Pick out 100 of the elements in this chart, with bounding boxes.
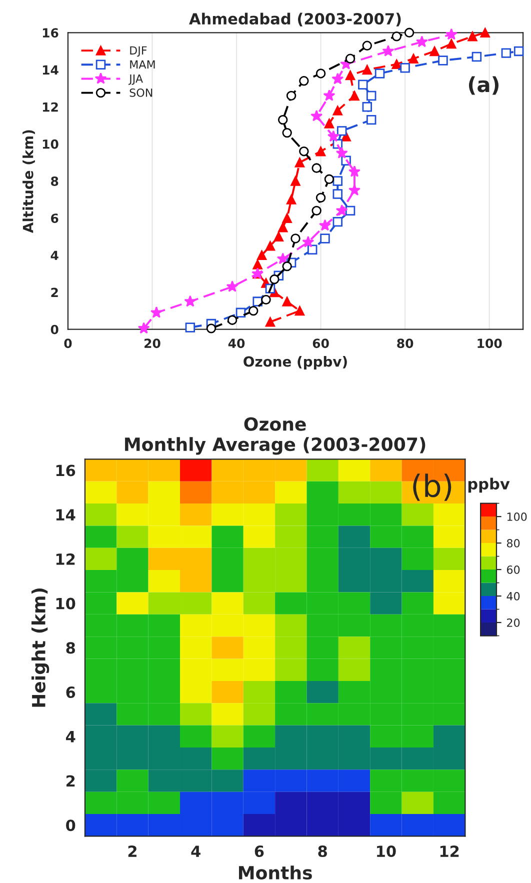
y-tick-label: 16 (42, 28, 58, 38)
legend-label: SON (130, 88, 152, 97)
x-tick-label: 4 (191, 846, 200, 857)
point (274, 232, 284, 242)
y-axis-title: Height (km) (32, 588, 50, 707)
color-bar-label: 80 (506, 539, 520, 548)
annotation: (b) (413, 474, 452, 501)
y-tick-label: 14 (42, 65, 58, 75)
x-tick-label: 10 (377, 846, 396, 858)
y-tick-label: 0 (50, 324, 58, 334)
point (350, 90, 360, 101)
point (252, 260, 262, 270)
point (302, 236, 314, 248)
point (468, 32, 478, 42)
annotation: (a) (468, 76, 498, 95)
y-tick-label: 2 (66, 775, 75, 787)
point (374, 68, 385, 78)
y-tick-label: 8 (51, 176, 58, 186)
point (327, 130, 340, 142)
y-tick-label: 16 (56, 464, 76, 476)
point (316, 192, 326, 203)
chart-title: Ozone Monthly Average (2003-2007) (125, 417, 426, 455)
point (348, 165, 360, 177)
point (324, 118, 334, 128)
point (446, 38, 456, 49)
point (286, 90, 296, 101)
point (320, 234, 330, 244)
point (404, 28, 414, 38)
point (261, 294, 271, 305)
point (286, 194, 296, 204)
y-tick-label: 8 (66, 642, 75, 654)
point (299, 76, 309, 86)
point (345, 206, 356, 216)
point (265, 241, 276, 251)
point (362, 102, 372, 112)
point (150, 306, 162, 318)
point (366, 90, 376, 101)
point (366, 114, 376, 125)
point (290, 234, 300, 244)
point (332, 106, 342, 116)
point (184, 295, 196, 307)
point (445, 28, 458, 40)
point (319, 219, 331, 231)
x-tick-label: 80 (397, 338, 414, 348)
point (358, 80, 368, 90)
y-tick-label: 6 (66, 686, 76, 698)
point (324, 174, 334, 184)
point (408, 54, 418, 64)
point (316, 146, 326, 156)
point (501, 48, 512, 58)
point (382, 44, 394, 56)
y-axis-title: Altitude (km) (22, 130, 35, 233)
x-tick-label: 8 (318, 846, 327, 858)
point (323, 89, 336, 101)
point (392, 59, 402, 70)
point (362, 40, 372, 51)
point (316, 68, 326, 78)
y-tick-label: 10 (42, 139, 58, 149)
point (265, 317, 276, 327)
y-tick-label: 12 (56, 553, 75, 565)
point (345, 70, 356, 80)
point (392, 32, 402, 42)
point (290, 176, 300, 186)
x-axis-title: Months (238, 866, 312, 880)
point (332, 216, 342, 227)
x-tick-label: 12 (440, 846, 459, 857)
y-tick-label: 4 (66, 731, 76, 742)
y-tick-label: 4 (50, 250, 58, 260)
point (416, 36, 428, 48)
point (270, 274, 280, 284)
point (282, 261, 292, 272)
point (336, 204, 348, 216)
point (332, 72, 344, 84)
point (294, 306, 305, 316)
point (400, 63, 410, 73)
point (438, 56, 448, 66)
point (332, 176, 342, 186)
color-bar-label: 60 (506, 566, 520, 574)
legend-label: DJF (130, 46, 147, 57)
point (294, 158, 305, 168)
y-tick-label: 6 (51, 214, 58, 224)
point (362, 64, 372, 75)
point (278, 114, 288, 125)
y-tick-label: 0 (66, 820, 76, 832)
point (236, 308, 246, 318)
point (348, 184, 360, 196)
x-axis-title: Ozone (ppbv) (244, 356, 347, 370)
x-tick-label: 20 (144, 338, 160, 348)
point (256, 250, 267, 260)
y-tick-label: 12 (42, 102, 58, 112)
x-tick-label: 60 (312, 338, 329, 348)
point (138, 322, 150, 334)
point (282, 213, 292, 223)
point (248, 306, 258, 316)
point (310, 110, 323, 122)
point (226, 280, 238, 292)
point (336, 126, 347, 136)
point (345, 54, 356, 64)
point (312, 206, 322, 216)
point (312, 163, 322, 173)
